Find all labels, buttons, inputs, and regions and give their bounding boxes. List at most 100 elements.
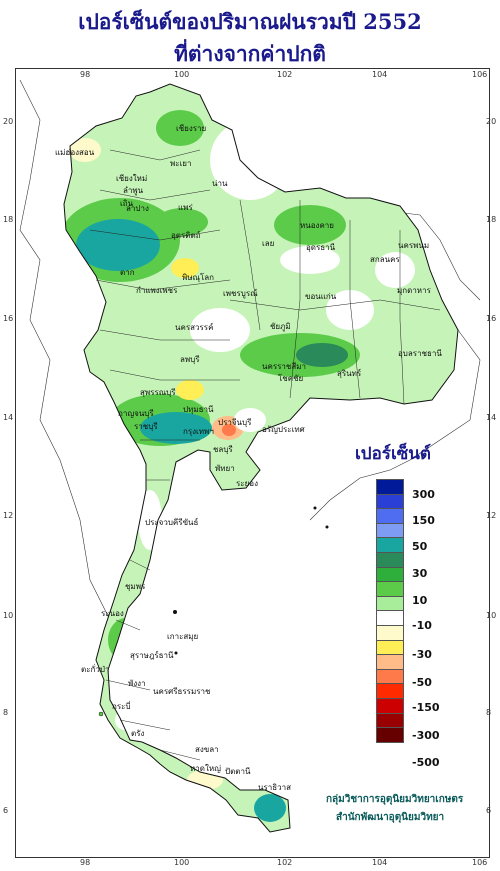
province-label: หนองคาย: [300, 221, 334, 230]
map-title-line1: เปอร์เซ็นต์ของปริมาณฝนรวมปี 2552: [78, 9, 422, 34]
y-tick-label: 18: [486, 215, 497, 224]
legend-swatch: [376, 683, 404, 699]
province-label: เชียงราย: [176, 124, 207, 133]
legend-label: -50: [412, 676, 432, 689]
y-tick-label: 8: [3, 708, 9, 717]
legend-swatch: [376, 581, 404, 597]
province-label: มุกดาหาร: [397, 286, 431, 295]
credit-line2: สำนักพัฒนาอุตุนิยมวิทยา: [336, 812, 445, 823]
y-tick-label: 20: [3, 117, 14, 126]
credit-line1: กลุ่มวิชาการอุตุนิยมวิทยาเกษตร: [326, 794, 464, 805]
x-tick-label: 100: [174, 70, 190, 79]
y-tick-label: 10: [486, 611, 497, 620]
province-label: พิษณุโลก: [182, 273, 215, 282]
province-label: เพชรบูรณ์: [223, 289, 258, 298]
legend-swatch: [376, 654, 404, 670]
legend-label: 30: [412, 567, 428, 580]
province-label: ตาก: [120, 268, 135, 277]
y-tick-label: 6: [3, 806, 9, 815]
legend-swatch: [376, 566, 404, 583]
province-label: สงขลา: [195, 745, 219, 754]
province-label: นครสวรรค์: [175, 323, 214, 332]
province-label: ระนอง: [101, 609, 124, 618]
province-label: นครราชสีมา: [262, 362, 306, 371]
province-label: แพร่: [178, 203, 193, 212]
province-label: ราชบุรี: [134, 422, 158, 431]
y-tick-label: 16: [3, 314, 14, 323]
x-tick-label: 98: [80, 858, 91, 867]
y-tick-label: 8: [486, 708, 492, 717]
legend-swatch: [376, 639, 404, 656]
province-label: เชียงใหม่: [116, 174, 148, 183]
legend-label: 10: [412, 594, 428, 607]
province-label: กระบี่: [112, 702, 131, 711]
legend-label: 300: [412, 488, 435, 501]
province-label: ปราจีนบุรี: [218, 418, 252, 427]
province-label: อรัญประเทศ: [262, 425, 305, 434]
legend-swatch: [376, 697, 404, 714]
province-label: น่าน: [212, 179, 228, 188]
x-tick-label: 100: [174, 858, 190, 867]
x-tick-label: 102: [277, 70, 293, 79]
legend-label: 50: [412, 540, 428, 553]
province-label: เลย: [262, 239, 275, 248]
province-label: พังงา: [128, 679, 146, 688]
province-label: สุราษฎร์ธานี: [130, 651, 174, 660]
province-label: อุดรธานี: [306, 243, 336, 252]
province-label: ปัตตานี: [225, 767, 251, 776]
y-tick-label: 12: [486, 511, 497, 520]
province-label: อุบลราชธานี: [398, 349, 442, 358]
province-label: เกาะสมุย: [167, 632, 199, 641]
legend-label: -10: [412, 619, 432, 632]
legend-swatches: [376, 479, 404, 743]
province-label: ชุมพร: [125, 582, 146, 591]
province-label: ลำปาง: [126, 204, 149, 213]
province-label: นราธิวาส: [258, 783, 292, 792]
x-tick-label: 106: [472, 858, 488, 867]
province-label: ตะกั่วป่า: [81, 665, 110, 674]
y-tick-label: 20: [486, 117, 497, 126]
legend-swatch: [376, 479, 404, 495]
y-tick-label: 6: [486, 806, 492, 815]
y-tick-label: 10: [3, 611, 14, 620]
province-label: นครศรีธรรมราช: [153, 687, 211, 696]
legend-swatch: [376, 668, 404, 685]
province-label: สกลนคร: [370, 255, 400, 264]
legend-swatch: [376, 727, 404, 743]
province-label: ชลบุรี: [213, 445, 233, 454]
province-label: ระยอง: [236, 479, 258, 488]
legend-label: 150: [412, 514, 435, 527]
legend-swatch: [376, 551, 404, 568]
x-tick-label: 106: [472, 70, 488, 79]
province-label: โชคชัย: [278, 374, 304, 383]
y-tick-label: 12: [3, 511, 14, 520]
map-title-line2: ที่ต่างจากค่าปกติ: [174, 41, 326, 66]
province-label: อุตรดิตถ์: [171, 231, 201, 240]
province-label: ปทุมธานี: [183, 405, 214, 414]
x-tick-label: 102: [277, 858, 293, 867]
legend-label: -30: [412, 648, 432, 661]
legend-swatch: [376, 712, 404, 729]
province-label: พะเยา: [170, 159, 192, 168]
province-label: กาญจนบุรี: [118, 409, 154, 418]
legend-title: เปอร์เซ็นต์: [355, 444, 431, 464]
province-label: กรุงเทพฯ: [183, 427, 214, 436]
x-tick-label: 104: [372, 858, 388, 867]
province-label: สุพรรณบุรี: [140, 388, 176, 397]
legend-swatch: [376, 624, 404, 641]
province-label: พัทยา: [215, 464, 235, 473]
province-label: ลพบุรี: [180, 355, 200, 364]
legend-swatch: [376, 493, 404, 510]
province-label: แม่ฮ่องสอน: [55, 148, 95, 157]
x-tick-label: 104: [372, 70, 388, 79]
province-label: สุรินทร์: [337, 369, 362, 378]
province-label: กำแพงเพชร: [136, 286, 178, 295]
legend-label: -150: [412, 701, 440, 714]
y-tick-label: 14: [486, 413, 497, 422]
legend-swatch: [376, 610, 404, 626]
province-label: ลำพูน: [123, 186, 144, 195]
province-label: ขอนแก่น: [305, 292, 337, 301]
province-label: ประจวบคีรีขันธ์: [145, 518, 199, 527]
legend-swatch: [376, 595, 404, 612]
province-label: เถิน: [120, 199, 134, 208]
